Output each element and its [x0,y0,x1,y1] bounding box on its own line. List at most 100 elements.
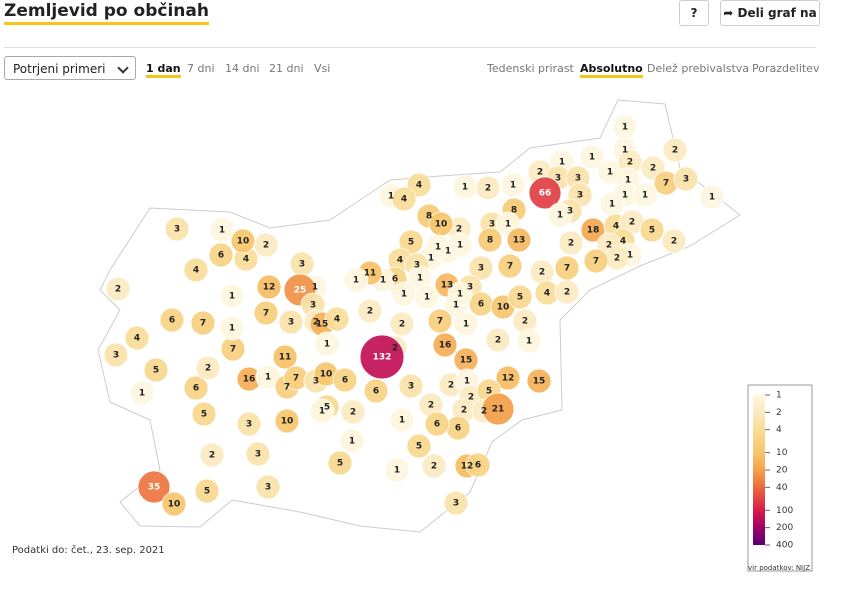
municipality-label: 3 [265,483,271,493]
municipality [481,392,515,426]
view-tab[interactable]: Absolutno [580,62,643,78]
legend-label: 40 [776,483,788,493]
municipality-label: 2 [568,239,574,249]
municipality [468,255,494,281]
period-tab[interactable]: Vsi [314,62,331,75]
municipality-label: 6 [373,387,379,397]
municipality-label: 1 [229,324,235,334]
legend-label: 200 [776,523,793,533]
municipality-label: 13 [513,236,526,246]
municipality [443,490,469,516]
municipality-label: 6 [218,251,224,261]
period-tab[interactable]: 14 dni [225,62,260,75]
municipality [143,357,169,383]
municipality-label: 1 [229,292,235,302]
municipality-label: 3 [310,301,316,311]
municipality [159,307,185,333]
municipality-label: 10 [435,220,448,230]
municipality-label: 66 [539,189,552,199]
legend-label: 20 [776,466,788,476]
period-tab[interactable]: 1 dan [146,62,181,78]
municipality-label: 1 [424,293,430,303]
municipality [632,182,658,208]
municipality-label: 1 [312,283,318,293]
municipality [314,331,340,357]
municipality-label: 2 [205,364,211,374]
view-tab[interactable]: Tedenski prirast [487,62,574,75]
municipality [465,452,491,478]
municipality [398,373,424,399]
municipality-label: 7 [263,309,269,319]
municipality-label: 1 [401,290,407,300]
period-tab[interactable]: 7 dni [187,62,215,75]
municipality-label: 3 [113,351,119,361]
share-label: Deli graf na [737,6,817,20]
municipality [183,257,209,283]
municipality-label: 8 [426,212,432,222]
municipality [105,276,131,302]
municipality [579,144,605,170]
municipality-label: 1 [394,466,400,476]
municipality-label: 3 [288,318,294,328]
municipality [477,227,503,253]
municipality-label: 1 [380,276,386,286]
municipality-label: 2 [456,225,462,235]
municipality [327,450,353,476]
view-tab[interactable]: Delež prebivalstva [647,62,750,75]
municipality-label: 16 [243,375,256,385]
municipality-label: 7 [230,345,236,355]
municipality-label: 6 [478,300,484,310]
period-tab[interactable]: 21 dni [269,62,304,75]
municipality-label: 3 [575,174,581,184]
municipality-label: 6 [392,275,398,285]
municipality-label: 2 [539,268,545,278]
footer: Podatki do: čet., 23. sep. 2021 [12,545,165,556]
municipality-label: 1 [622,146,628,156]
municipality-label: 4 [613,222,619,232]
municipality-label: 1 [417,274,423,284]
share-button[interactable]: ➦ Deli graf na [720,0,820,26]
municipality-label: 2 [606,241,612,251]
municipality [526,368,552,394]
municipality [516,328,542,354]
municipality-label: 1 [505,220,511,230]
municipality-label: 4 [620,237,626,247]
municipality [219,315,245,341]
municipality [359,334,405,380]
municipality-label: 2 [614,254,620,264]
municipality-label: 1 [399,416,405,426]
municipality-label: 18 [587,226,600,236]
municipality [236,411,262,437]
municipality [661,228,687,254]
municipality [363,378,389,404]
municipality-label: 10 [237,237,250,247]
municipality-label: 3 [414,261,420,271]
municipality-label: 3 [467,283,473,293]
help-button[interactable]: ? [679,0,709,26]
legend-label: 2 [776,408,782,418]
municipality [495,365,521,391]
municipality-label: 1 [464,377,470,387]
view-tab[interactable]: Porazdelitev [752,62,820,75]
legend-source: vir podatkov: NIJZ [748,564,810,572]
municipality-label: 12 [461,462,474,472]
legend-label: 4 [776,425,782,435]
municipality [208,242,234,268]
municipality [194,478,220,504]
municipality-label: 1 [609,200,615,210]
municipality [209,217,235,243]
municipality-label: 5 [408,238,414,248]
municipality-label: 3 [408,382,414,392]
municipality-label: 1 [622,123,628,133]
measure-select[interactable]: Potrjeni primeri [4,56,136,80]
municipality [357,298,383,324]
municipality [497,253,523,279]
municipality [256,274,282,300]
title: Zemljevid po občinah [4,0,209,25]
municipality-label: 1 [622,191,628,201]
municipality [384,457,410,483]
municipality [699,184,725,210]
municipality-label: 2 [367,307,373,317]
municipality [324,306,350,332]
